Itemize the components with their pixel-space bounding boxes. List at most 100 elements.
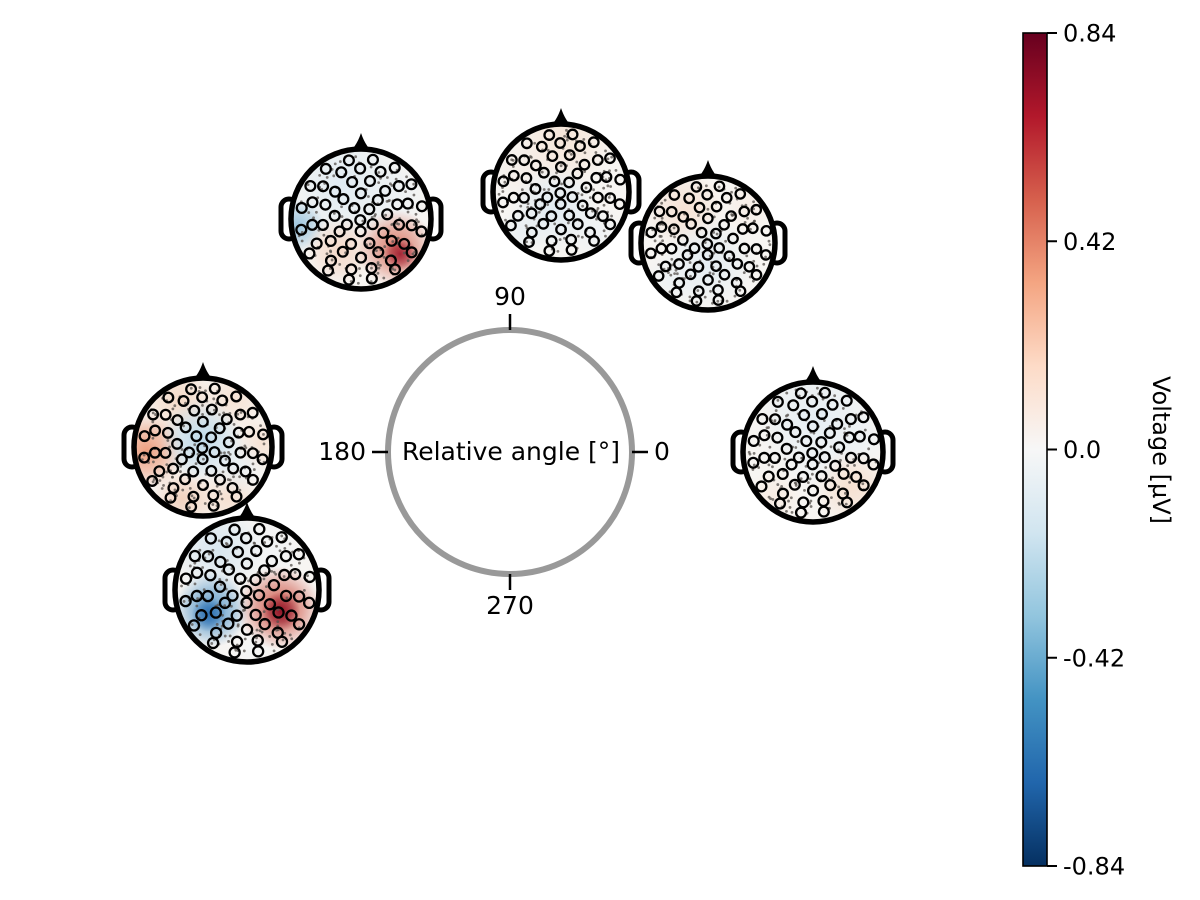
electrode-circle (149, 424, 162, 437)
dot-marker (570, 152, 573, 156)
electrode-circle (218, 596, 232, 610)
dot-marker (376, 261, 380, 264)
dot-marker (752, 219, 756, 223)
electrode-circle (718, 218, 730, 231)
electrode-circle (342, 154, 355, 167)
electrode-circle (366, 218, 379, 231)
dot-marker (361, 219, 365, 223)
electrode-circle (815, 407, 829, 421)
dot-marker (225, 543, 229, 546)
electrode-circle (727, 232, 739, 245)
electrode-circle (306, 196, 319, 209)
electrode-circle (701, 238, 714, 250)
dot-marker (230, 604, 233, 608)
dot-marker (356, 281, 360, 285)
dot-marker (696, 214, 700, 217)
dot-marker (602, 203, 606, 207)
electrode-circle (183, 446, 196, 459)
electrode-circle (857, 479, 870, 492)
dot-marker (696, 289, 700, 292)
electrode-circle (167, 462, 180, 475)
dot-marker (734, 186, 738, 190)
dot-marker (533, 141, 537, 145)
electrode-circle (523, 236, 535, 248)
dot-marker (787, 499, 790, 503)
electrode-circle (604, 218, 617, 231)
dot-marker (182, 424, 185, 428)
dot-marker (688, 261, 692, 264)
dot-marker (270, 642, 274, 646)
electrode-circle (354, 214, 367, 227)
dot-marker (608, 169, 611, 173)
electrode-circle (771, 431, 784, 444)
dot-marker (179, 470, 182, 473)
electrode-circle (190, 430, 203, 443)
electrode-circle (239, 465, 252, 478)
electrode-circle (497, 196, 509, 209)
dot-marker (282, 575, 286, 578)
dot-marker (260, 630, 264, 634)
electrode-circle (815, 436, 828, 449)
dot-marker (165, 470, 169, 474)
electrode-circle (668, 189, 681, 201)
dot-marker (576, 234, 580, 238)
electrode-circle (205, 464, 218, 477)
electrode-circle (179, 572, 193, 585)
dot-marker (251, 462, 255, 466)
dot-marker (340, 205, 343, 209)
dot-marker (788, 506, 792, 509)
dot-marker (525, 240, 528, 244)
dot-marker (275, 544, 278, 548)
head-outline (638, 173, 778, 313)
electrode-circle (844, 451, 858, 464)
electrode-circle (267, 578, 281, 592)
dot-marker (396, 236, 400, 240)
electrode-circle (734, 188, 747, 200)
electrode-circle (363, 237, 376, 250)
dot-marker (602, 186, 606, 190)
dot-marker (667, 271, 670, 275)
dot-marker (746, 216, 749, 220)
dot-marker (411, 252, 415, 256)
dot-marker (853, 463, 856, 467)
topomap-head-225deg (162, 502, 332, 665)
dot-marker (225, 559, 229, 562)
electrode-circle (537, 166, 550, 179)
electrode-circle (565, 244, 578, 256)
dot-marker (189, 386, 193, 390)
electrode-circle (655, 242, 668, 255)
electrode-circle (306, 218, 319, 231)
electrode-circle (613, 198, 626, 211)
dot-marker (160, 487, 164, 490)
electrode-circle (743, 260, 756, 273)
electrode-circle (545, 210, 558, 223)
dot-marker (162, 484, 165, 487)
dot-marker (151, 411, 155, 415)
electrode-circle (747, 434, 760, 448)
dot-marker (212, 397, 216, 401)
dot-marker (808, 477, 812, 481)
electrode-circle (756, 412, 769, 426)
electrode-circle (405, 178, 418, 191)
electrodes (645, 180, 773, 307)
electrode-circle (794, 387, 807, 400)
electrode-circle (584, 207, 597, 220)
dot-marker (547, 188, 551, 191)
dot-marker (609, 185, 613, 188)
electrode-circle (831, 417, 844, 430)
electrode-circle (734, 285, 747, 298)
electrode-circle (702, 274, 714, 286)
dot-marker (712, 230, 716, 234)
dot-marker (322, 233, 326, 237)
electrodes (295, 153, 428, 286)
dot-marker (414, 212, 418, 216)
dot-marker (255, 636, 258, 640)
dot-marker (596, 207, 600, 210)
dot-marker (169, 499, 172, 503)
electrode-circle (645, 247, 657, 260)
dot-marker (675, 272, 679, 276)
electrode-circle (263, 598, 277, 611)
dot-marker (201, 404, 204, 407)
dot-marker (300, 239, 304, 243)
